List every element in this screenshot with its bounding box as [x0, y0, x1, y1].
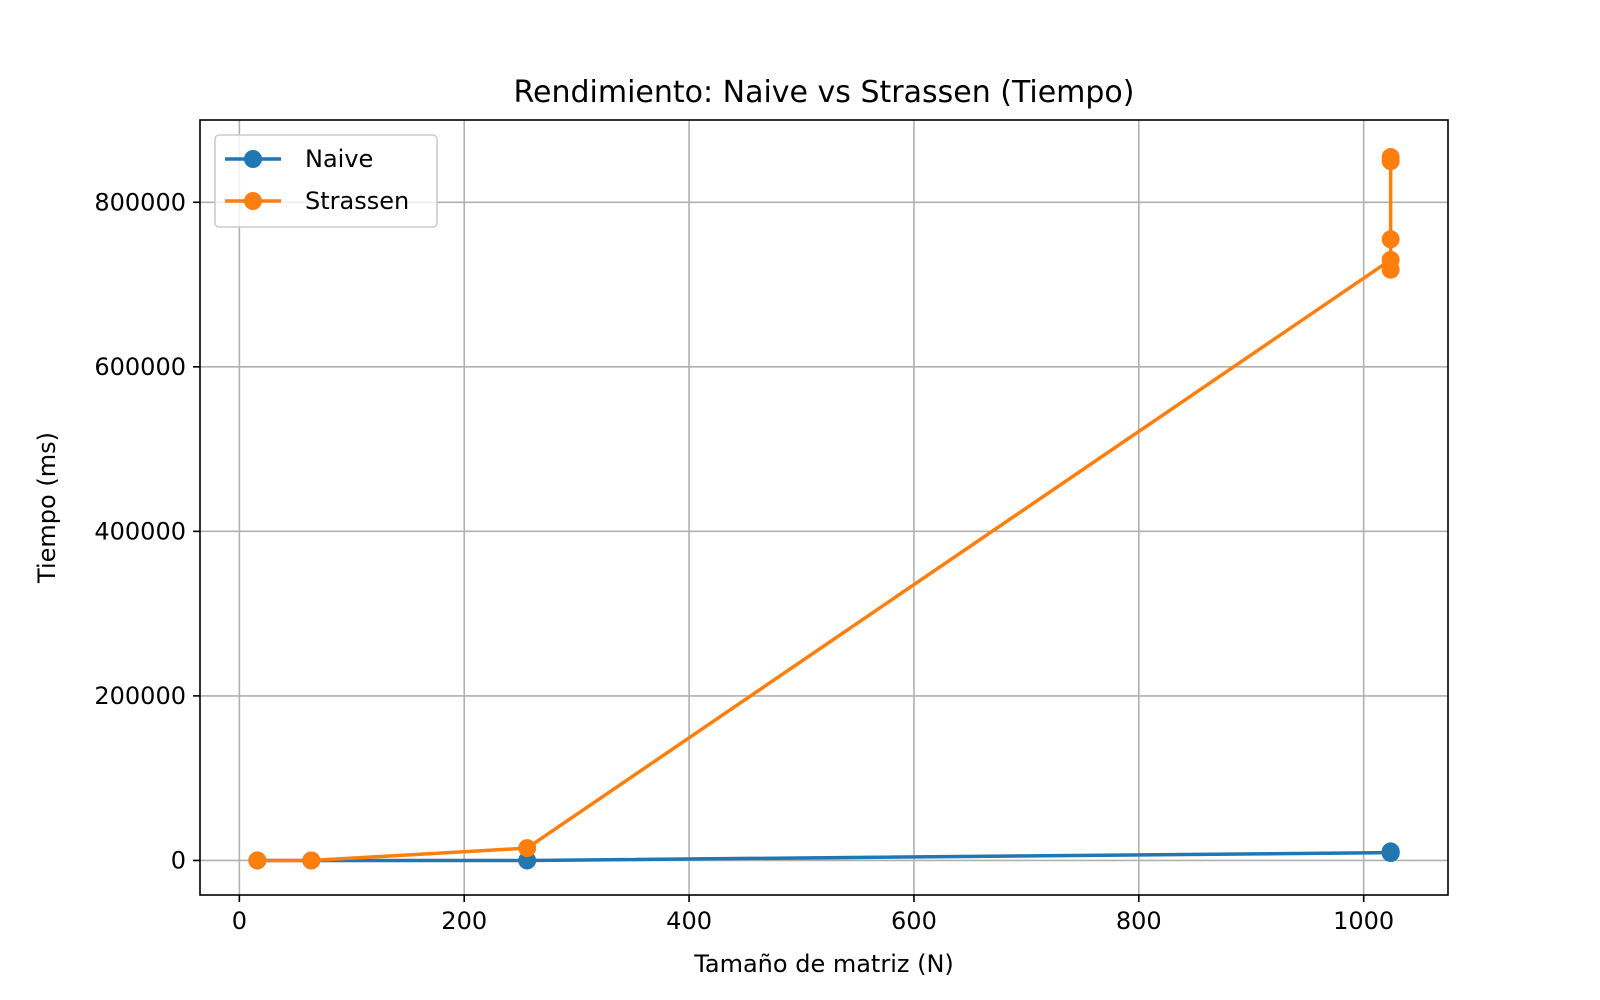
legend: Naive Strassen: [214, 134, 438, 228]
x-tick-label: 1000: [1333, 907, 1394, 935]
y-axis-label: Tiempo (ms): [33, 432, 61, 584]
data-point-strassen: [1381, 148, 1400, 167]
grid: [200, 120, 1448, 895]
series-layer: [248, 148, 1400, 870]
x-tick-label: 400: [666, 907, 712, 935]
x-tick-label: 200: [441, 907, 487, 935]
x-tick-label: 600: [891, 907, 937, 935]
y-tick-label: 600000: [94, 353, 186, 381]
data-point-naive: [1381, 844, 1400, 863]
y-tick-label: 0: [171, 846, 186, 874]
legend-marker: [244, 192, 262, 210]
y-tick-label: 200000: [94, 682, 186, 710]
ticks: 0 200 400 600 800 1000 0 200000 400000 600000 8000…: [94, 188, 1394, 935]
data-point-naive: [518, 851, 537, 870]
chart-title: Rendimiento: Naive vs Strassen (Tiempo): [514, 75, 1135, 110]
legend-marker: [244, 150, 262, 168]
data-point-strassen: [1381, 230, 1400, 249]
y-tick-label: 400000: [94, 517, 186, 545]
x-tick-label: 800: [1116, 907, 1162, 935]
data-point-strassen: [518, 839, 537, 858]
x-tick-label: 0: [232, 907, 247, 935]
x-axis-label: Tamaño de matriz (N): [693, 950, 954, 978]
legend-label: Naive: [305, 145, 373, 173]
plot-frame: [199, 119, 1449, 896]
y-tick-label: 800000: [94, 188, 186, 216]
data-point-strassen: [1381, 260, 1400, 279]
data-point-strassen: [248, 851, 267, 870]
data-point-strassen: [302, 851, 321, 870]
legend-label: Strassen: [305, 187, 409, 215]
